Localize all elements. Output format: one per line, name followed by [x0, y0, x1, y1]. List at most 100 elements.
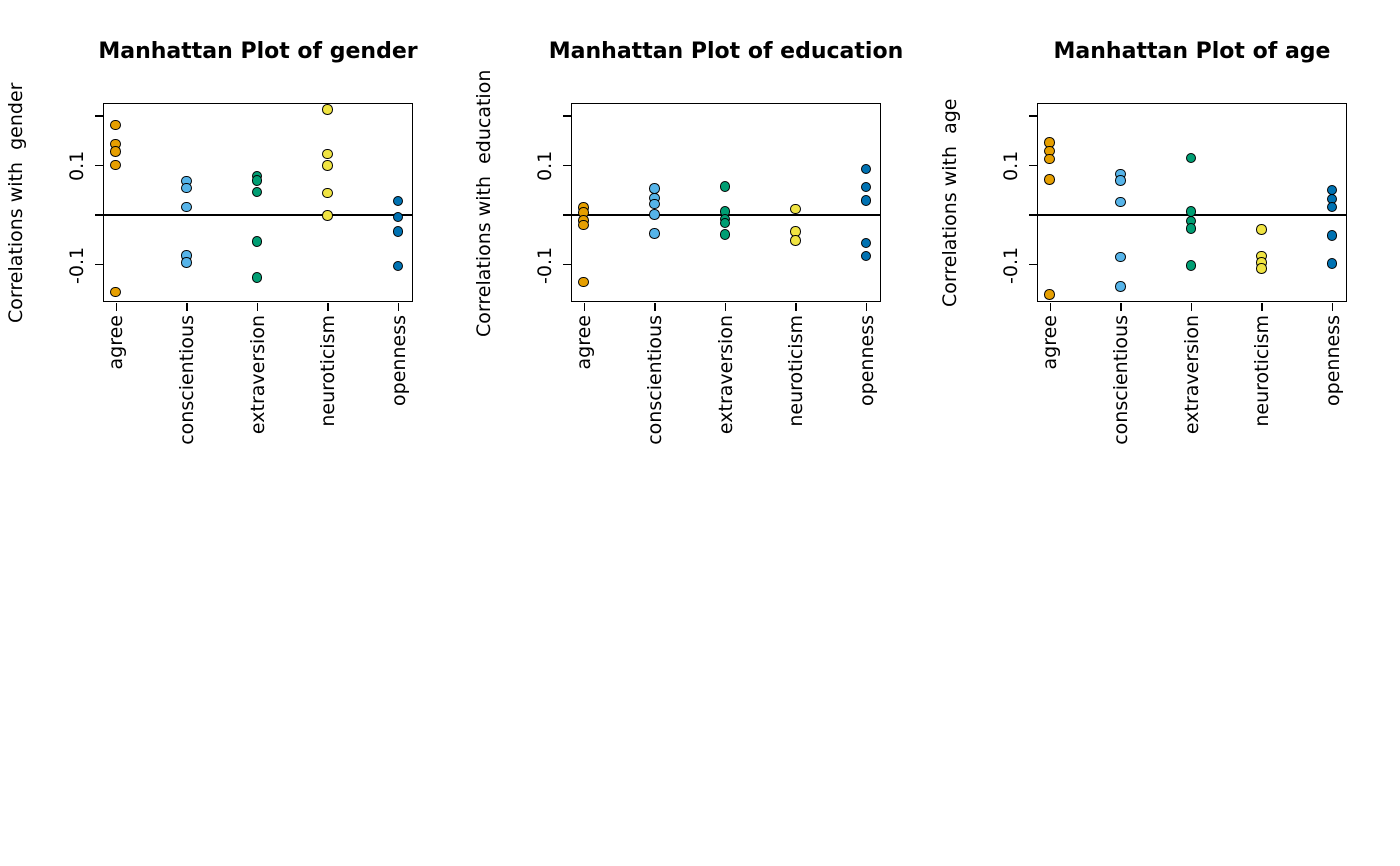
- data-point-conscientious: [649, 209, 660, 220]
- x-axis-tick: [654, 302, 656, 311]
- x-tick-label-extraversion: extraversion: [246, 315, 269, 435]
- data-point-extraversion: [1185, 152, 1197, 164]
- panel-education: Manhattan Plot of education Correlations…: [471, 0, 903, 480]
- data-point-agree: [1044, 174, 1055, 185]
- x-axis-tick: [327, 302, 329, 311]
- data-point-conscientious: [649, 228, 660, 239]
- y-axis-tick: [1028, 164, 1037, 167]
- plot-title-age: Manhattan Plot of age: [1053, 39, 1331, 64]
- data-point-openness: [392, 226, 404, 237]
- data-point-extraversion: [251, 186, 263, 198]
- data-point-agree: [110, 286, 121, 298]
- data-point-agree: [578, 276, 589, 288]
- plot-title-education: Manhattan Plot of education: [548, 39, 904, 64]
- plot-area-gender: 0.1 -0.1 agree conscientious extraversion neu…: [66, 103, 413, 445]
- x-tick-label-agree: agree: [573, 315, 596, 370]
- y-axis-tick: [562, 115, 571, 117]
- y-tick-label: -0.1: [66, 245, 88, 284]
- x-tick-label-conscientious: conscientious: [175, 315, 198, 445]
- y-tick-label: 0.1: [534, 150, 556, 181]
- x-axis-tick: [256, 302, 259, 311]
- data-point-openness: [392, 260, 404, 272]
- data-point-agree: [110, 119, 121, 131]
- data-point-conscientious: [181, 257, 192, 268]
- y-axis-title-education: Correlations with education: [473, 69, 495, 337]
- x-tick-label-openness: openness: [1321, 315, 1344, 406]
- x-tick-label-agree: agree: [1039, 315, 1062, 370]
- data-point-extraversion: [719, 229, 731, 240]
- data-point-neuroticism: [1256, 224, 1267, 235]
- x-axis-tick: [115, 302, 118, 311]
- x-axis-tick: [1190, 302, 1193, 311]
- data-point-neuroticism: [790, 235, 801, 246]
- data-point-neuroticism: [1256, 263, 1267, 274]
- data-point-openness: [1326, 230, 1338, 241]
- y-axis-tick: [562, 164, 571, 167]
- data-point-extraversion: [1185, 260, 1197, 271]
- y-axis-tick: [1028, 214, 1037, 216]
- x-axis-tick: [186, 302, 188, 311]
- x-axis-tick: [1261, 302, 1263, 311]
- y-axis-title-gender: Correlations with gender: [5, 82, 27, 324]
- y-tick-label: -0.1: [1000, 245, 1022, 284]
- x-tick-label-extraversion: extraversion: [1180, 315, 1203, 435]
- x-tick-label-conscientious: conscientious: [643, 315, 666, 445]
- panel-gender: Manhattan Plot of gender Correlations wi…: [3, 0, 423, 480]
- x-axis-tick: [583, 302, 586, 311]
- y-axis-tick: [94, 164, 103, 167]
- data-point-openness: [860, 163, 872, 175]
- data-point-extraversion: [1185, 223, 1197, 234]
- y-axis-tick: [94, 214, 103, 216]
- x-axis-tick: [724, 302, 727, 311]
- data-point-conscientious: [1115, 196, 1126, 208]
- data-point-extraversion: [251, 272, 263, 283]
- x-tick-label-neuroticism: neuroticism: [1251, 315, 1274, 427]
- plot-area-education: 0.1 -0.1 agree conscientious extraversion neu…: [534, 103, 881, 445]
- panel-age: Manhattan Plot of age Correlations with …: [937, 0, 1357, 480]
- y-axis-tick: [94, 263, 103, 266]
- x-tick-label-agree: agree: [105, 315, 128, 370]
- data-point-agree: [1044, 289, 1055, 300]
- data-point-neuroticism: [790, 203, 801, 215]
- y-tick-label: 0.1: [66, 150, 88, 181]
- x-axis-tick: [1049, 302, 1052, 311]
- data-point-extraversion: [251, 236, 263, 247]
- data-point-conscientious: [1115, 175, 1126, 186]
- x-axis-tick: [397, 302, 400, 311]
- data-point-neuroticism: [322, 104, 333, 115]
- data-point-neuroticism: [322, 148, 333, 160]
- x-tick-label-openness: openness: [387, 315, 410, 406]
- x-tick-label-neuroticism: neuroticism: [785, 315, 808, 427]
- x-tick-label-conscientious: conscientious: [1109, 315, 1132, 445]
- data-point-openness: [860, 237, 872, 249]
- data-point-conscientious: [649, 198, 660, 210]
- data-point-neuroticism: [322, 210, 333, 221]
- x-axis-tick: [1120, 302, 1122, 311]
- y-axis-tick: [1028, 263, 1037, 266]
- data-point-extraversion: [719, 217, 731, 229]
- x-tick-label-extraversion: extraversion: [714, 315, 737, 435]
- data-point-agree: [110, 159, 121, 171]
- data-point-conscientious: [181, 201, 192, 213]
- data-point-openness: [1326, 201, 1338, 213]
- y-axis-tick: [562, 214, 571, 216]
- y-axis-title-age: Correlations with age: [939, 98, 961, 308]
- data-point-openness: [860, 181, 872, 193]
- data-point-agree: [578, 219, 589, 231]
- data-point-conscientious: [1115, 251, 1126, 263]
- data-point-extraversion: [251, 175, 263, 186]
- x-axis-tick: [865, 302, 868, 311]
- data-point-conscientious: [1115, 281, 1126, 292]
- zero-line: [104, 214, 412, 216]
- data-point-neuroticism: [322, 187, 333, 199]
- data-point-agree: [110, 146, 121, 157]
- y-axis-tick: [562, 263, 571, 266]
- data-point-extraversion: [719, 181, 731, 192]
- y-tick-label: -0.1: [534, 245, 556, 284]
- y-axis-tick: [1028, 115, 1037, 117]
- y-tick-label: 0.1: [1000, 150, 1022, 181]
- data-point-openness: [392, 211, 404, 223]
- data-point-openness: [392, 195, 404, 207]
- y-axis-tick: [94, 115, 103, 117]
